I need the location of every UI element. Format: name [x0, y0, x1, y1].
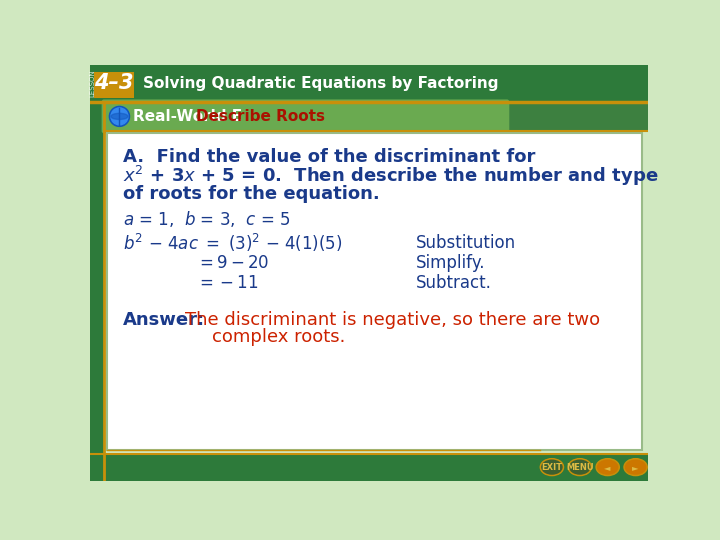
Circle shape: [111, 108, 128, 125]
FancyBboxPatch shape: [94, 72, 134, 98]
Ellipse shape: [598, 460, 618, 474]
Text: LESSON: LESSON: [89, 70, 95, 97]
Ellipse shape: [626, 460, 646, 474]
Text: Substitution: Substitution: [415, 234, 516, 252]
FancyBboxPatch shape: [102, 99, 509, 133]
Text: of roots for the equation.: of roots for the equation.: [122, 185, 379, 203]
Text: Answer:: Answer:: [122, 312, 204, 329]
Text: ►: ►: [632, 463, 639, 471]
Text: $= -11$: $= -11$: [196, 274, 258, 293]
Ellipse shape: [542, 460, 562, 474]
Circle shape: [109, 106, 130, 126]
Ellipse shape: [624, 458, 647, 476]
Text: EXIT: EXIT: [541, 463, 562, 471]
Text: complex roots.: complex roots.: [212, 328, 345, 346]
Text: ◄: ◄: [605, 463, 611, 471]
Text: Solving Quadratic Equations by Factoring: Solving Quadratic Equations by Factoring: [143, 76, 498, 91]
Text: MENU: MENU: [566, 463, 593, 471]
FancyBboxPatch shape: [90, 102, 104, 481]
Text: A.  Find the value of the discriminant for: A. Find the value of the discriminant fo…: [122, 148, 535, 166]
Text: Subtract.: Subtract.: [415, 274, 491, 293]
FancyBboxPatch shape: [90, 454, 648, 481]
FancyBboxPatch shape: [104, 102, 648, 131]
Text: Simplify.: Simplify.: [415, 254, 485, 273]
Ellipse shape: [568, 458, 591, 476]
Text: $x^2$ + 3$x$ + 5 = 0.  Then describe the number and type: $x^2$ + 3$x$ + 5 = 0. Then describe the …: [122, 164, 658, 188]
Text: $b^2$ $-$ $4ac$ $=$ $(3)^2$ $-$ 4(1)(5): $b^2$ $-$ $4ac$ $=$ $(3)^2$ $-$ 4(1)(5): [122, 232, 342, 254]
Ellipse shape: [570, 460, 590, 474]
Text: The discriminant is negative, so there are two: The discriminant is negative, so there a…: [184, 312, 600, 329]
Ellipse shape: [596, 458, 619, 476]
Text: Real-World E: Real-World E: [132, 109, 242, 124]
FancyBboxPatch shape: [90, 65, 648, 102]
Text: Describe Roots: Describe Roots: [196, 109, 325, 124]
Ellipse shape: [111, 113, 128, 119]
Text: $a$ = 1,  $b$ = 3,  $c$ = 5: $a$ = 1, $b$ = 3, $c$ = 5: [122, 209, 290, 229]
FancyBboxPatch shape: [107, 133, 642, 450]
Text: $= 9 - 20$: $= 9 - 20$: [196, 254, 269, 273]
Text: 4–3: 4–3: [94, 73, 134, 93]
Ellipse shape: [540, 458, 564, 476]
